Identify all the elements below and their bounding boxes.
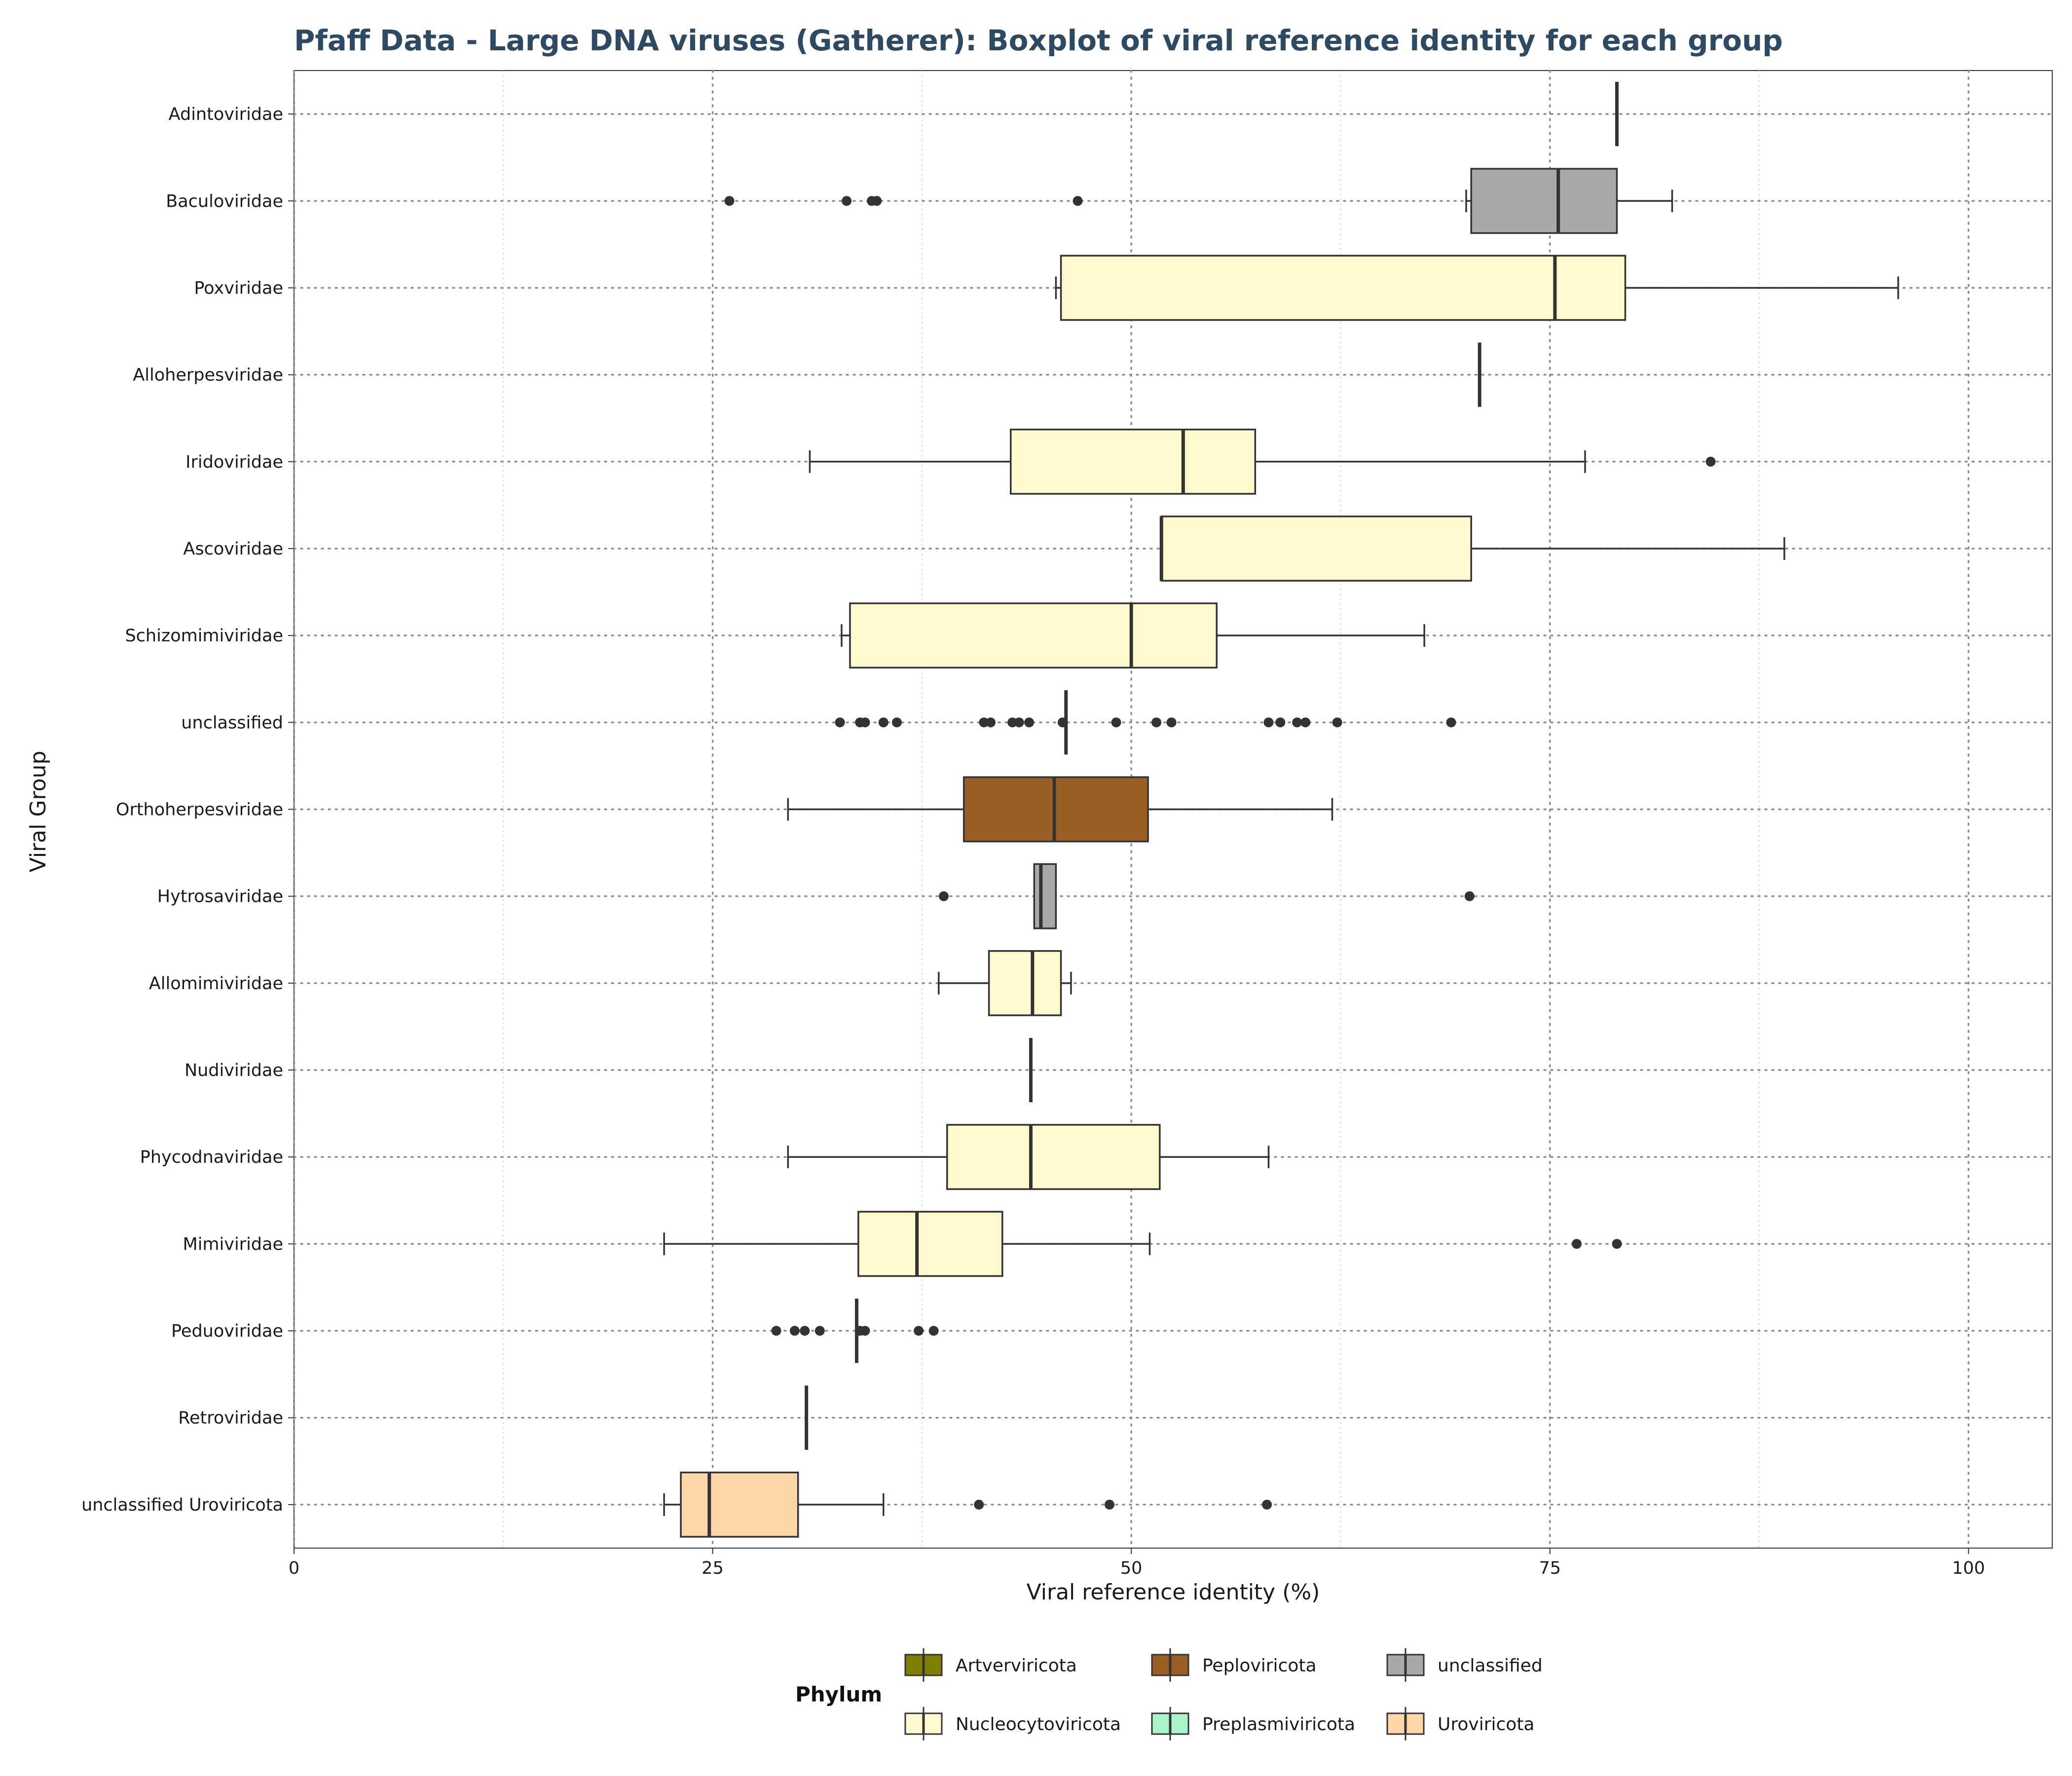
outlier-point xyxy=(1014,717,1024,728)
outlier-point xyxy=(928,1326,939,1336)
outlier-point xyxy=(986,717,996,728)
x-tick-label: 25 xyxy=(702,1558,724,1578)
legend-item: Nucleocytoviricota xyxy=(904,1707,1121,1740)
outlier-point xyxy=(1151,717,1162,728)
box xyxy=(849,602,1218,669)
outlier-point xyxy=(860,717,870,728)
y-tick-label: Mimiviridae xyxy=(183,1234,284,1254)
outlier-point xyxy=(938,891,949,901)
y-tick-label: Retroviridae xyxy=(178,1408,283,1428)
y-tick-label: unclassified xyxy=(181,713,283,733)
outlier-point xyxy=(1073,196,1083,206)
outlier-point xyxy=(1464,891,1475,901)
plot-area: 0 25 50 75 100 Adintoviridae Baculoviridae Poxv… xyxy=(81,70,2053,1578)
outlier-point xyxy=(800,1326,810,1336)
box xyxy=(1033,863,1057,929)
outlier-point xyxy=(878,717,888,728)
y-tick-label: Alloherpesviridae xyxy=(133,366,283,385)
outlier-point xyxy=(1292,717,1302,728)
outlier-point xyxy=(1057,717,1068,728)
box xyxy=(1160,516,1472,582)
outlier-point xyxy=(974,1499,984,1510)
y-tick-label: Allomimiviridae xyxy=(149,974,283,994)
legend-label: Artverviricota xyxy=(956,1656,1077,1676)
y-tick-label: Adintoviridae xyxy=(169,105,283,124)
outlier-point xyxy=(789,1326,800,1336)
y-tick-label: Phycodnaviridae xyxy=(140,1147,283,1167)
box xyxy=(857,1211,1003,1277)
y-tick-label: Baculoviridae xyxy=(166,191,283,211)
y-tick-label: Schizomimiviridae xyxy=(125,626,283,646)
box xyxy=(1060,255,1627,321)
y-tick-label: Iridoviridae xyxy=(185,452,283,472)
box xyxy=(1470,168,1618,234)
chart-title: Pfaff Data - Large DNA viruses (Gatherer… xyxy=(294,24,1783,57)
y-tick-label: Nudiviridae xyxy=(185,1061,283,1080)
outlier-point xyxy=(1024,717,1035,728)
outlier-point xyxy=(1612,1239,1622,1249)
y-axis-label: Viral Group xyxy=(26,751,51,873)
outlier-point xyxy=(860,1326,870,1336)
x-tick-label: 100 xyxy=(1952,1558,1985,1578)
outlier-point xyxy=(1262,1499,1272,1510)
x-tick-label: 75 xyxy=(1539,1558,1561,1578)
legend-item: Peploviricota xyxy=(1151,1648,1317,1682)
outlier-point xyxy=(1111,717,1121,728)
legend-label: Nucleocytoviricota xyxy=(956,1714,1121,1735)
legend-item: Artverviricota xyxy=(904,1648,1077,1682)
outlier-point xyxy=(1300,717,1311,728)
box xyxy=(946,1124,1161,1190)
legend-item: Uroviricota xyxy=(1386,1707,1535,1740)
y-tick-label: unclassified Uroviricota xyxy=(81,1495,283,1515)
outlier-point xyxy=(1572,1239,1582,1249)
y-tick-label: Ascoviridae xyxy=(183,539,283,559)
outlier-point xyxy=(1263,717,1274,728)
outlier-point xyxy=(835,717,845,728)
x-axis-label: Viral reference identity (%) xyxy=(1027,1580,1320,1605)
legend-label: Peploviricota xyxy=(1202,1656,1317,1676)
outlier-point xyxy=(891,717,902,728)
outlier-point xyxy=(1705,456,1716,467)
outlier-point xyxy=(1166,717,1177,728)
outlier-point xyxy=(1105,1499,1115,1510)
outlier-point xyxy=(872,196,882,206)
outlier-point xyxy=(724,196,735,206)
x-tick-label: 50 xyxy=(1120,1558,1143,1578)
legend-label: unclassified xyxy=(1438,1656,1543,1676)
box xyxy=(1010,428,1257,495)
outlier-point xyxy=(771,1326,781,1336)
y-tick-label: Orthoherpesviridae xyxy=(116,800,283,820)
y-tick-label: Hytrosaviridae xyxy=(157,887,283,907)
y-tick-label: Poxviridae xyxy=(194,278,283,298)
legend-item: unclassified xyxy=(1386,1648,1543,1682)
legend-item: Preplasmiviricota xyxy=(1151,1707,1355,1740)
x-tick-label: 0 xyxy=(289,1558,299,1578)
legend-title: Phylum xyxy=(795,1682,882,1706)
outlier-point xyxy=(914,1326,924,1336)
outlier-point xyxy=(1446,717,1456,728)
outlier-point xyxy=(814,1326,825,1336)
box xyxy=(680,1471,799,1538)
legend-label: Uroviricota xyxy=(1438,1714,1535,1735)
box xyxy=(988,950,1062,1016)
legend-label: Preplasmiviricota xyxy=(1202,1714,1355,1735)
legend: Phylum Artverviricota Peploviricota unclas… xyxy=(795,1648,1543,1740)
y-tick-label: Peduoviridae xyxy=(171,1322,283,1341)
outlier-point xyxy=(1275,717,1286,728)
outlier-point xyxy=(1332,717,1342,728)
outlier-point xyxy=(842,196,852,206)
